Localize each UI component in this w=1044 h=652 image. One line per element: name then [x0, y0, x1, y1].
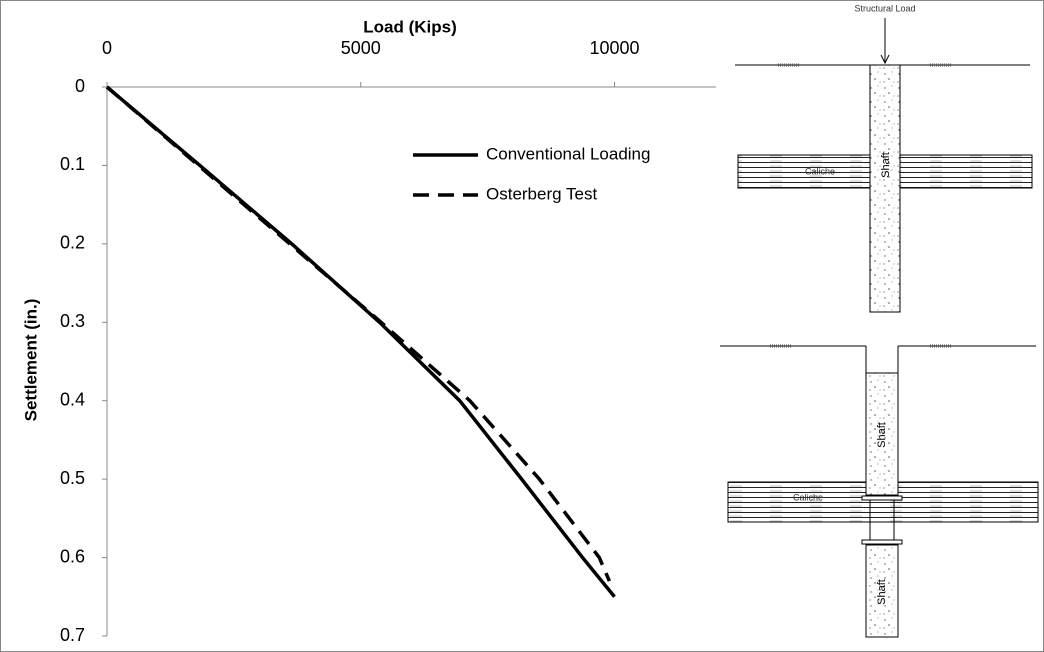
data-line [105, 85, 612, 582]
y-tick-label: 0.4 [60, 389, 85, 409]
y-tick-label: 0.1 [60, 154, 85, 174]
y-tick-label: 0.3 [60, 311, 85, 331]
legend-label: Conventional Loading [486, 144, 650, 163]
shaft-label: Shaft [876, 422, 888, 448]
layer-label: Caliche [805, 166, 835, 176]
x-tick-label: 0 [102, 38, 112, 58]
diagram-conventional [735, 18, 1033, 313]
y-axis-title: Settlement (in.) [21, 299, 40, 422]
shaft-label: Shaft [880, 152, 892, 178]
data-line [105, 85, 616, 598]
y-tick-label: 0.2 [60, 233, 85, 253]
x-tick-label: 5000 [341, 38, 381, 58]
y-tick-label: 0.5 [60, 468, 85, 488]
y-tick-label: 0.7 [60, 625, 85, 645]
layer-label: Caliche [793, 492, 823, 502]
y-tick-label: 0.6 [60, 546, 85, 566]
shaft-label: Shaft [876, 579, 888, 605]
diagram-osterberg [720, 344, 1039, 638]
legend-label: Osterberg Test [486, 184, 597, 203]
x-axis-title: Load (Kips) [363, 17, 457, 36]
y-tick-label: 0 [75, 76, 85, 96]
x-tick-label: 10000 [589, 38, 639, 58]
load-label: Structural Load [854, 3, 915, 13]
